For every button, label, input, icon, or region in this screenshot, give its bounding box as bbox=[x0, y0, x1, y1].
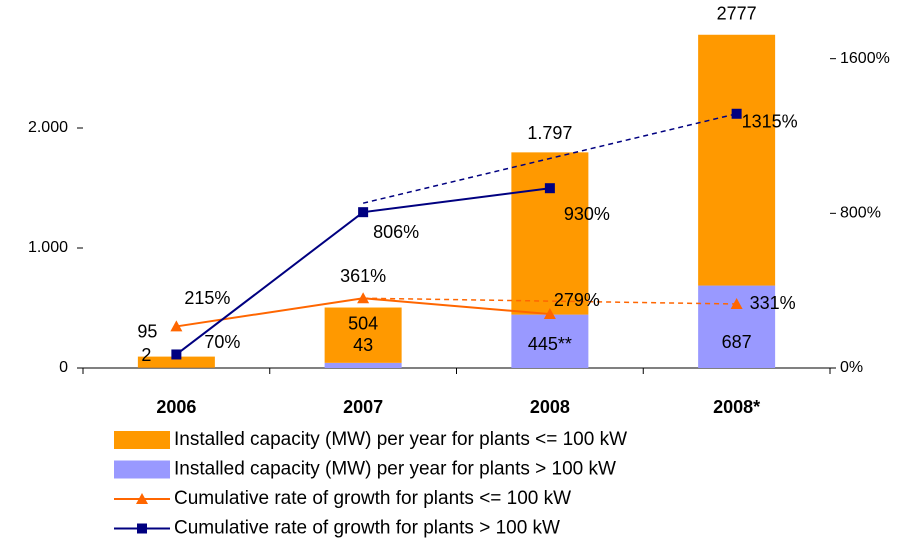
bar-value-label: 445** bbox=[528, 334, 572, 354]
legend-marker bbox=[137, 523, 147, 534]
point-label: 215% bbox=[184, 288, 230, 308]
total-label: 1.797 bbox=[527, 123, 572, 143]
x-tick-label: 2008 bbox=[530, 397, 570, 417]
y-tick-label: 2.000 bbox=[28, 119, 68, 136]
total-label: 95 bbox=[137, 321, 157, 341]
bar-segment bbox=[698, 34, 776, 286]
y2-tick-label: 800% bbox=[840, 205, 881, 222]
line-marker bbox=[358, 207, 369, 218]
bar-value-label: 43 bbox=[353, 335, 373, 355]
legend-label: Cumulative rate of growth for plants <= … bbox=[174, 488, 571, 509]
bar-segment bbox=[511, 314, 589, 368]
bar-segment bbox=[324, 307, 402, 363]
point-label: 279% bbox=[554, 290, 600, 310]
point-label: 1315% bbox=[742, 112, 798, 132]
y2-tick-label: 0% bbox=[840, 359, 863, 376]
line-marker bbox=[543, 308, 556, 320]
x-tick-label: 2007 bbox=[343, 397, 383, 417]
line-marker bbox=[731, 108, 742, 119]
y-tick-label: 1.000 bbox=[28, 239, 68, 256]
total-label: 2777 bbox=[717, 4, 757, 24]
bar-segment bbox=[324, 362, 402, 368]
legend-swatch bbox=[114, 431, 170, 449]
line-marker bbox=[357, 292, 370, 304]
legend-label: Cumulative rate of growth for plants > 1… bbox=[174, 518, 560, 539]
y2-tick-label: 1600% bbox=[840, 50, 890, 67]
bar-value-label: 687 bbox=[722, 332, 752, 352]
legend-label: Installed capacity (MW) per year for pla… bbox=[174, 459, 616, 480]
total-label: 504 bbox=[348, 313, 378, 333]
point-label: 70% bbox=[204, 332, 240, 352]
legend-swatch bbox=[114, 460, 170, 479]
x-tick-label: 2006 bbox=[156, 397, 196, 417]
y-tick-label: 0 bbox=[59, 359, 68, 376]
projection-line bbox=[362, 113, 737, 204]
point-label: 361% bbox=[340, 266, 386, 286]
bar-value-label: 2 bbox=[141, 345, 151, 365]
point-label: 930% bbox=[564, 204, 610, 224]
line-marker bbox=[544, 183, 555, 194]
line-marker bbox=[730, 298, 743, 310]
legend-label: Installed capacity (MW) per year for pla… bbox=[174, 429, 627, 450]
bar-segment bbox=[511, 152, 589, 315]
line-marker bbox=[171, 349, 182, 360]
point-label: 806% bbox=[373, 222, 419, 242]
legend-marker bbox=[136, 493, 148, 504]
line-marker bbox=[170, 320, 183, 332]
x-tick-label: 2008* bbox=[713, 397, 760, 417]
point-label: 331% bbox=[750, 293, 796, 313]
bar-segment bbox=[137, 356, 215, 368]
